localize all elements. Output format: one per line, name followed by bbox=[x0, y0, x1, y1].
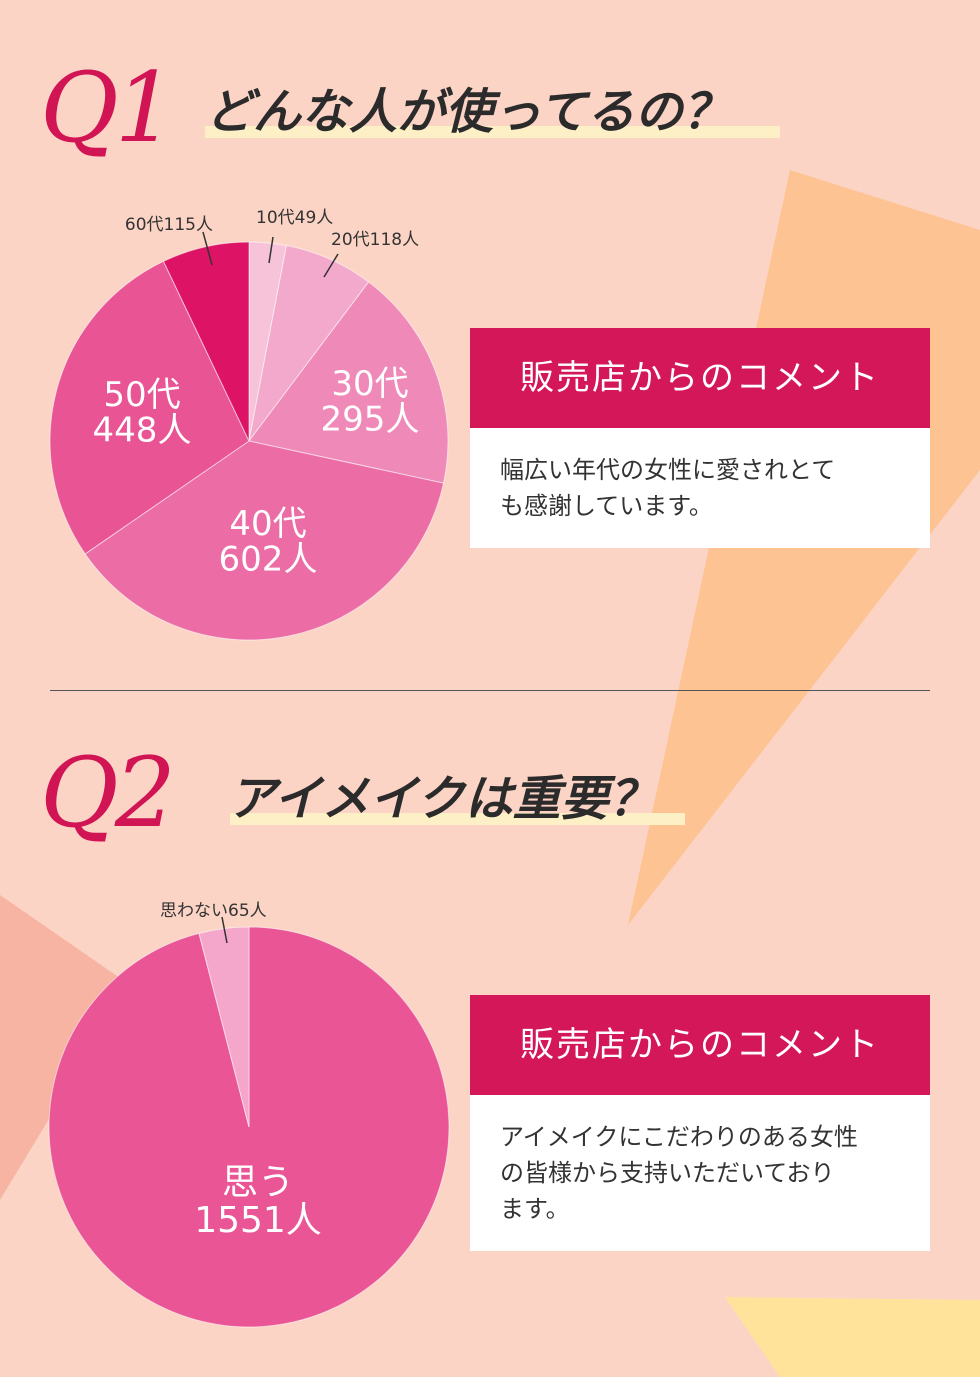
pie-slice-count-3: 602人 bbox=[219, 540, 318, 580]
q1-title-underline bbox=[205, 126, 780, 138]
pie-slice-label-0: 思う bbox=[222, 1162, 294, 1203]
q1-title: どんな人が使ってるの？ bbox=[205, 84, 731, 140]
q1-comment-line: も感謝しています。 bbox=[500, 492, 713, 520]
q2-title: アイメイクは重要？ bbox=[228, 771, 657, 827]
q1-comment-header: 販売店からのコメント bbox=[470, 328, 930, 428]
pie-slice-label-3: 40代 bbox=[229, 504, 306, 544]
pie-slice-count-4: 448人 bbox=[93, 411, 192, 451]
q2-comment-box: 販売店からのコメント アイメイクにこだわりのある女性 の皆様から支持いただいてお… bbox=[470, 995, 930, 1251]
pie-leader-line-0 bbox=[268, 236, 274, 264]
q1-number: Q1 bbox=[40, 52, 176, 164]
q1-comment-box: 販売店からのコメント 幅広い年代の女性に愛されとて も感謝しています。 bbox=[470, 328, 930, 548]
pie-slice-label-2: 30代 bbox=[331, 364, 408, 404]
q1-comment-line: 幅広い年代の女性に愛されとて bbox=[500, 456, 836, 484]
pie-slice-count-0: 1551人 bbox=[194, 1200, 322, 1241]
q1-comment-body: 幅広い年代の女性に愛されとて も感謝しています。 bbox=[470, 428, 930, 548]
pie-slice-label-4: 50代 bbox=[103, 375, 180, 415]
q2-comment-line: の皆様から支持いただいており bbox=[500, 1159, 835, 1187]
pie-leader-line-1 bbox=[323, 253, 339, 278]
pie-slice-label-0: 10代49人 bbox=[256, 208, 333, 228]
pie-slice-label-1: 思わない65人 bbox=[160, 901, 267, 921]
q2-heading: Q2 アイメイクは重要？ bbox=[0, 745, 980, 855]
q2-comment-header: 販売店からのコメント bbox=[470, 995, 930, 1095]
pie-slice-5 bbox=[162, 241, 250, 442]
q2-number: Q2 bbox=[40, 737, 176, 849]
q2-title-underline bbox=[230, 813, 685, 825]
bg-yellow-triangle bbox=[725, 1297, 980, 1377]
pie-slice-label-1: 20代118人 bbox=[331, 230, 419, 250]
q1-heading: Q1 どんな人が使ってるの？ bbox=[0, 60, 980, 170]
q2-comment-line: アイメイクにこだわりのある女性 bbox=[500, 1123, 858, 1151]
section-divider bbox=[50, 690, 930, 691]
q2-comment-line: ます。 bbox=[500, 1195, 570, 1223]
q2-comment-body: アイメイクにこだわりのある女性 の皆様から支持いただいており ます。 bbox=[470, 1095, 930, 1251]
pie-leader-line-1 bbox=[221, 916, 228, 944]
pie-slice-2 bbox=[248, 281, 449, 484]
pie-slice-count-2: 295人 bbox=[321, 400, 420, 440]
pie-slice-label-5: 60代115人 bbox=[125, 215, 213, 235]
pie-slice-3 bbox=[84, 440, 445, 641]
pie-leader-line-5 bbox=[202, 231, 213, 266]
pie-slice-4 bbox=[49, 260, 250, 555]
